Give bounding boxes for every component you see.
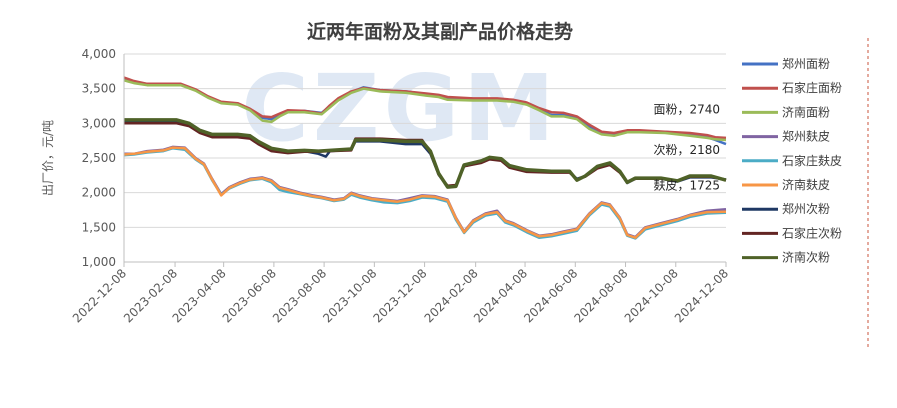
x-tick-label: 2023-12-08 [370, 266, 429, 325]
y-tick-label: 1,000 [82, 255, 116, 269]
annotation-label: 次粉，2180 [653, 143, 720, 157]
legend-label: 济南面粉 [782, 104, 830, 119]
legend-label: 石家庄麸皮 [782, 153, 842, 168]
x-tick-label: 2024-12-08 [672, 266, 731, 325]
y-tick-label: 3,000 [82, 116, 116, 130]
watermark: CZGM [241, 55, 558, 162]
legend-label: 郑州面粉 [782, 56, 830, 71]
y-tick-label: 2,000 [82, 186, 116, 200]
legend-label: 郑州次粉 [782, 201, 830, 216]
y-tick-label: 2,500 [82, 151, 116, 165]
series-line [123, 146, 727, 239]
legend-label: 石家庄面粉 [782, 80, 842, 95]
y-axis-title: 出厂价，元/吨 [41, 120, 55, 196]
y-tick-label: 3,500 [82, 82, 116, 96]
x-tick-label: 2022-12-08 [70, 266, 129, 325]
legend-label: 济南麸皮 [782, 177, 830, 192]
legend-label: 石家庄次粉 [782, 225, 842, 240]
legend-label: 郑州麸皮 [782, 129, 830, 144]
series-line [124, 118, 727, 189]
y-tick-label: 4,000 [82, 47, 116, 61]
chart-title: 近两年面粉及其副产品价格走势 [307, 20, 573, 43]
annotation-label: 面粉，2740 [653, 102, 720, 116]
annotations: 面粉，2740 次粉，2180 麸皮，1725 [653, 102, 720, 192]
series-lines [123, 76, 727, 240]
annotation-label: 麸皮，1725 [653, 179, 720, 193]
legend-label: 济南次粉 [782, 250, 830, 265]
series-line [123, 79, 727, 142]
y-tick-label: 1,500 [82, 220, 116, 234]
series-line [123, 76, 727, 140]
